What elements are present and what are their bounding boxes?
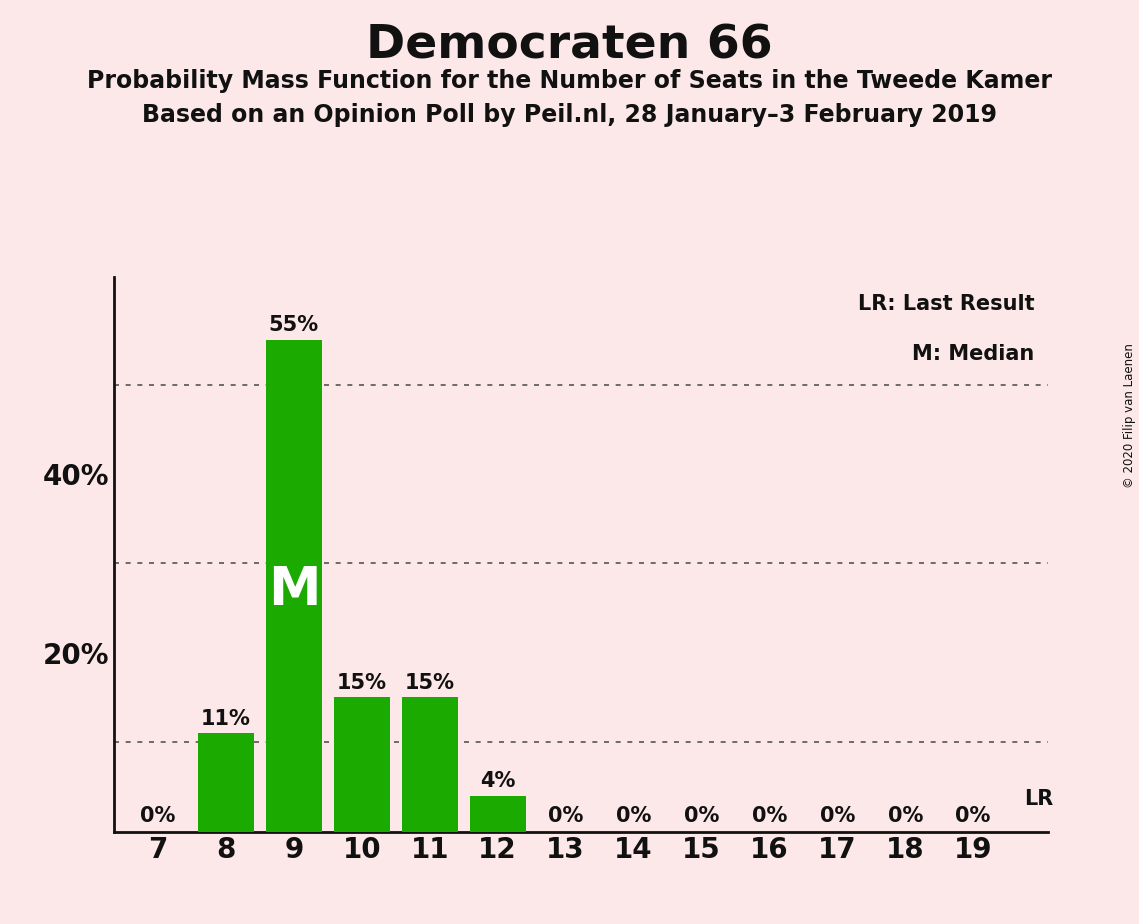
Text: 0%: 0% [956, 807, 991, 826]
Text: 15%: 15% [337, 673, 387, 693]
Text: 0%: 0% [683, 807, 719, 826]
Text: © 2020 Filip van Laenen: © 2020 Filip van Laenen [1123, 344, 1137, 488]
Text: 0%: 0% [752, 807, 787, 826]
Text: LR: LR [1024, 789, 1054, 809]
Bar [469, 796, 525, 832]
Text: 55%: 55% [269, 315, 319, 335]
Text: 11%: 11% [202, 709, 251, 729]
Bar [334, 698, 390, 832]
Text: 15%: 15% [404, 673, 454, 693]
Bar [267, 340, 321, 832]
Text: 4%: 4% [480, 772, 515, 791]
Text: M: M [268, 565, 320, 616]
Text: M: Median: M: Median [912, 344, 1034, 364]
Text: Based on an Opinion Poll by Peil.nl, 28 January–3 February 2019: Based on an Opinion Poll by Peil.nl, 28 … [142, 103, 997, 128]
Text: 0%: 0% [548, 807, 583, 826]
Text: 0%: 0% [887, 807, 923, 826]
Text: Probability Mass Function for the Number of Seats in the Tweede Kamer: Probability Mass Function for the Number… [87, 69, 1052, 93]
Bar [402, 698, 458, 832]
Text: Democraten 66: Democraten 66 [366, 23, 773, 68]
Bar [198, 734, 254, 832]
Text: 0%: 0% [820, 807, 855, 826]
Text: LR: Last Result: LR: Last Result [858, 294, 1034, 314]
Text: 0%: 0% [140, 807, 175, 826]
Text: 0%: 0% [616, 807, 652, 826]
